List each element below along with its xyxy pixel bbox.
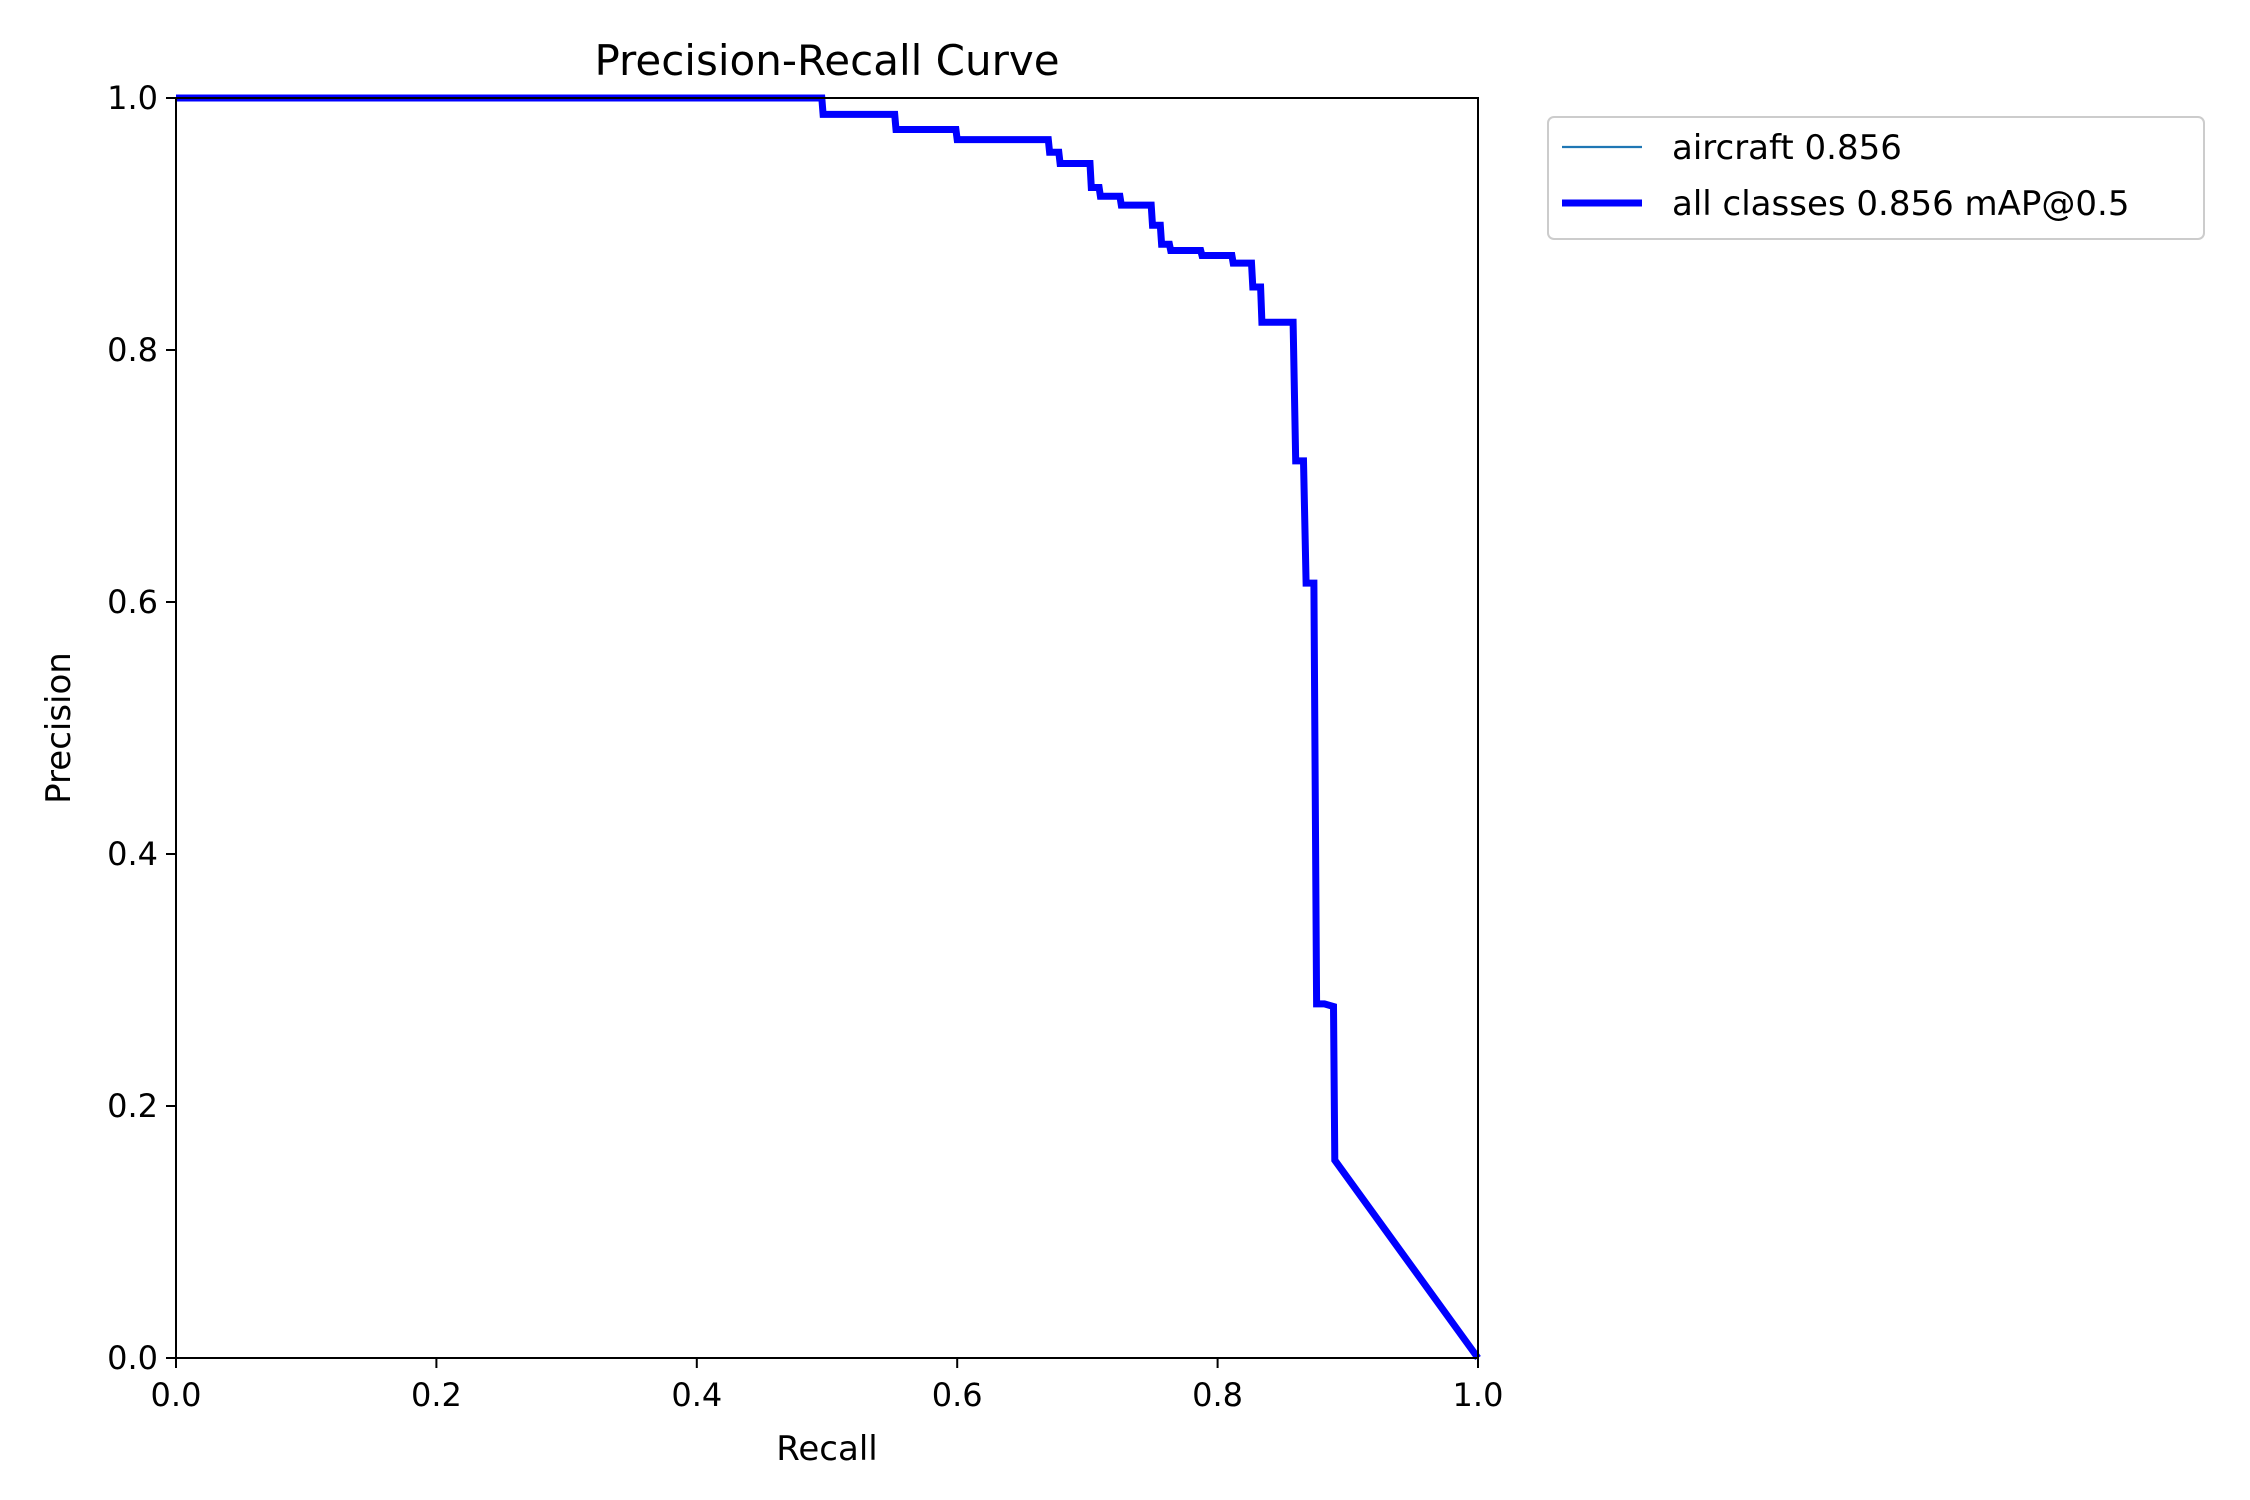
legend: aircraft 0.856 all classes 0.856 mAP@0.5 xyxy=(1547,116,2205,240)
x-axis-label: Recall xyxy=(776,1429,877,1469)
x-tick-label: 0.0 xyxy=(151,1376,202,1414)
series-layer xyxy=(176,94,1481,1361)
y-tick-label: 0.8 xyxy=(107,331,158,369)
plot-area-background xyxy=(176,98,1478,1358)
y-tick-label: 0.4 xyxy=(107,835,158,873)
legend-label-aircraft: aircraft 0.856 xyxy=(1672,128,1902,168)
y-tick-label: 0.0 xyxy=(107,1339,158,1377)
legend-label-all-classes: all classes 0.856 mAP@0.5 xyxy=(1672,184,2129,224)
y-axis-label: Precision xyxy=(39,652,79,804)
y-tick-label: 1.0 xyxy=(107,79,158,117)
x-axis-ticks: 0.0 0.2 0.4 0.6 0.8 1.0 xyxy=(151,1358,1504,1414)
y-tick-label: 0.2 xyxy=(107,1087,158,1125)
x-tick-label: 0.4 xyxy=(671,1376,722,1414)
series-line-1 xyxy=(176,94,1481,1361)
chart-title: Precision-Recall Curve xyxy=(594,36,1059,85)
plot-frame xyxy=(175,97,1479,1359)
y-axis-ticks: 0.0 0.2 0.4 0.6 0.8 1.0 xyxy=(107,79,176,1377)
y-tick-label: 0.6 xyxy=(107,583,158,621)
x-tick-label: 0.2 xyxy=(411,1376,462,1414)
legend-box xyxy=(1547,116,2205,240)
x-tick-label: 0.6 xyxy=(932,1376,983,1414)
x-tick-label: 1.0 xyxy=(1453,1376,1504,1414)
x-tick-label: 0.8 xyxy=(1192,1376,1243,1414)
